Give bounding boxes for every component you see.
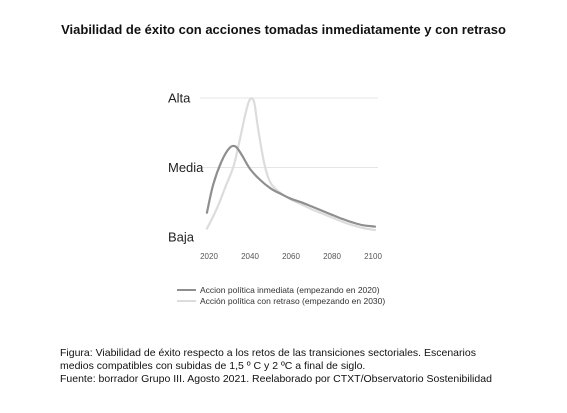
series-line-inmediata — [205, 144, 377, 228]
y-label-alta: Alta — [168, 91, 191, 106]
x-tick-2080: 2080 — [323, 252, 341, 261]
caption-line-2: medios compatibles con subidas de 1,5 º … — [60, 360, 366, 373]
y-axis-labels: Baja Media Alta — [168, 91, 204, 245]
chart-title: Viabilidad de éxito con acciones tomadas… — [61, 22, 506, 37]
x-tick-2020: 2020 — [200, 252, 218, 261]
series-line-retraso — [205, 97, 377, 232]
line-chart: Baja Media Alta 2020 2040 2060 2080 2100 Accio… — [168, 91, 385, 307]
grid-lines — [200, 97, 378, 168]
series-lines — [205, 97, 377, 232]
legend-label-1: Accion política inmediata (empezando en … — [200, 285, 380, 295]
figure-caption: Figura: Viabilidad de éxito respecto a l… — [60, 347, 540, 387]
y-label-baja: Baja — [168, 230, 195, 245]
caption-line-1: Figura: Viabilidad de éxito respecto a l… — [60, 347, 476, 359]
caption-line-3: Fuente: borrador Grupo III. Agosto 2021.… — [60, 373, 492, 386]
x-tick-2060: 2060 — [282, 252, 300, 261]
x-tick-2040: 2040 — [241, 252, 259, 261]
legend-label-2: Acción política con retraso (empezando e… — [200, 296, 385, 306]
x-axis-tick-labels: 2020 2040 2060 2080 2100 — [200, 252, 382, 261]
x-tick-2100: 2100 — [364, 252, 382, 261]
y-label-media: Media — [168, 160, 204, 175]
legend: Accion política inmediata (empezando en … — [177, 285, 385, 306]
